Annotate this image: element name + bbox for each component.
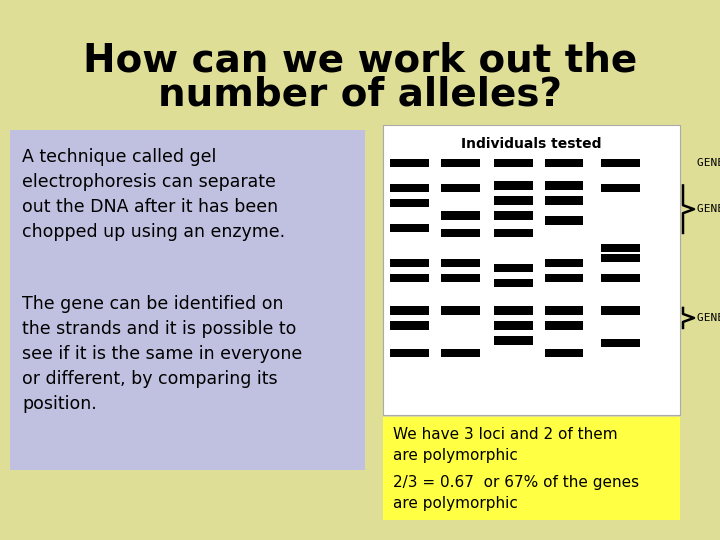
Bar — [601, 274, 640, 282]
Text: Individuals tested: Individuals tested — [462, 137, 602, 151]
Text: We have 3 loci and 2 of them
are polymorphic: We have 3 loci and 2 of them are polymor… — [393, 427, 618, 463]
Bar — [441, 306, 480, 314]
Bar — [383, 125, 680, 415]
Bar — [390, 274, 429, 282]
Bar — [495, 197, 533, 205]
Bar — [390, 159, 429, 167]
Bar — [495, 306, 533, 314]
Bar — [390, 224, 429, 232]
Text: The gene can be identified on
the strands and it is possible to
see if it is the: The gene can be identified on the strand… — [22, 295, 302, 413]
Bar — [545, 321, 583, 329]
Bar — [545, 274, 583, 282]
Bar — [545, 259, 583, 267]
Text: GENE A: GENE A — [697, 158, 720, 168]
Bar — [383, 417, 680, 520]
Text: A technique called gel
electrophoresis can separate
out the DNA after it has bee: A technique called gel electrophoresis c… — [22, 148, 285, 241]
Bar — [545, 306, 583, 314]
Bar — [545, 159, 583, 167]
Text: 2/3 = 0.67  or 67% of the genes
are polymorphic: 2/3 = 0.67 or 67% of the genes are polym… — [393, 475, 639, 511]
Bar — [495, 264, 533, 272]
Bar — [495, 321, 533, 329]
Bar — [390, 199, 429, 207]
Bar — [545, 197, 583, 205]
Bar — [545, 181, 583, 190]
Bar — [601, 306, 640, 314]
Bar — [441, 211, 480, 219]
Bar — [545, 217, 583, 225]
Bar — [390, 349, 429, 357]
Bar — [441, 259, 480, 267]
Bar — [601, 184, 640, 192]
Bar — [495, 159, 533, 167]
Bar — [441, 229, 480, 237]
Bar — [495, 279, 533, 287]
Text: How can we work out the: How can we work out the — [83, 41, 637, 79]
Bar — [495, 181, 533, 190]
Bar — [601, 244, 640, 252]
Bar — [390, 321, 429, 329]
Text: GENE C: GENE C — [697, 313, 720, 323]
Bar — [601, 339, 640, 347]
Bar — [441, 274, 480, 282]
Bar — [495, 229, 533, 237]
Bar — [545, 349, 583, 357]
Bar — [441, 349, 480, 357]
Text: GENE B: GENE B — [697, 204, 720, 214]
Text: number of alleles?: number of alleles? — [158, 76, 562, 114]
Bar — [601, 159, 640, 167]
Bar — [390, 184, 429, 192]
Bar — [390, 306, 429, 314]
Bar — [495, 336, 533, 345]
Bar — [495, 211, 533, 219]
Bar — [601, 254, 640, 262]
Bar — [441, 159, 480, 167]
Bar — [441, 184, 480, 192]
Bar — [390, 259, 429, 267]
Bar — [10, 130, 365, 470]
